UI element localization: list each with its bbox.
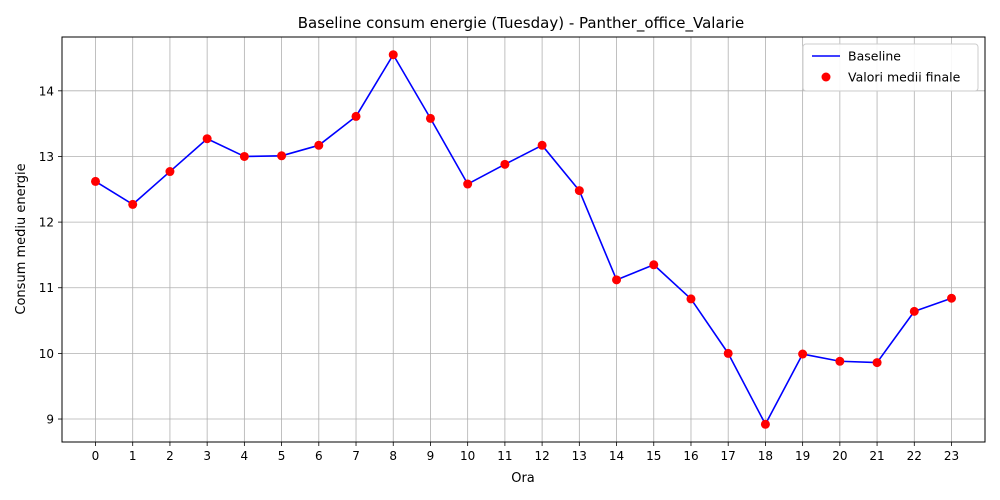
x-tick-label: 0 [92,449,100,463]
x-tick-label: 5 [278,449,286,463]
x-tick-label: 20 [832,449,847,463]
x-tick-label: 10 [460,449,475,463]
scatter-point [500,159,510,169]
scatter-point [425,113,435,123]
legend-box [802,43,979,92]
scatter-point [798,349,808,359]
legend-scatter-swatch [821,72,831,82]
scatter-point [239,151,249,161]
scatter-point [872,358,882,368]
scatter-point [835,356,845,366]
x-tick-label: 18 [758,449,773,463]
scatter-point [351,111,361,121]
x-tick-label: 6 [315,449,323,463]
scatter-point [947,293,957,303]
x-tick-label: 16 [683,449,698,463]
scatter-point [686,294,696,304]
legend-label-baseline: Baseline [848,49,901,64]
chart-title: Baseline consum energie (Tuesday) - Pant… [298,14,744,33]
scatter-point [649,260,659,270]
x-tick-label: 23 [944,449,959,463]
y-tick-label: 9 [46,413,54,427]
plot-frame [61,36,986,443]
scatter-point [165,167,175,177]
scatter-point [202,134,212,144]
series-line-baseline [95,53,952,426]
scatter-point [277,151,287,161]
y-tick-label: 10 [39,347,54,361]
scatter-point [760,419,770,429]
x-tick-label: 22 [907,449,922,463]
x-tick-label: 19 [795,449,810,463]
x-tick-label: 13 [572,449,587,463]
x-tick-label: 7 [352,449,360,463]
x-tick-label: 14 [609,449,624,463]
y-tick-label: 13 [39,150,54,164]
scatter-point [723,348,733,358]
x-tick-label: 4 [241,449,249,463]
x-tick-label: 15 [646,449,661,463]
x-tick-label: 17 [721,449,736,463]
x-tick-label: 1 [129,449,137,463]
x-tick-label: 11 [497,449,512,463]
grid-lines [62,37,985,442]
scatter-point [90,176,100,186]
x-tick-label: 12 [534,449,549,463]
scatter-point [388,50,398,60]
y-axis: 9 10 11 12 13 14 [39,84,62,427]
x-axis-label: Ora [511,471,535,486]
x-axis: 0 1 2 3 4 5 6 7 8 9 10 11 12 13 14 15 16 17 18 19 20 21 22 23 [92,442,959,463]
scatter-point [612,275,622,285]
x-tick-label: 21 [869,449,884,463]
x-tick-label: 2 [166,449,174,463]
legend: Baseline Valori medii finale [802,43,979,92]
scatter-point [537,140,547,150]
y-tick-label: 12 [39,216,54,230]
scatter-point [574,186,584,196]
scatter-point [909,306,919,316]
series-layer [90,50,957,429]
scatter-point [463,179,473,189]
y-tick-label: 14 [39,84,54,98]
x-tick-label: 3 [203,449,211,463]
y-tick-label: 11 [39,281,54,295]
x-tick-label: 9 [427,449,435,463]
x-tick-label: 8 [389,449,397,463]
scatter-point [128,199,138,209]
y-axis-label: Consum mediu energie [14,163,29,314]
legend-label-valori-medii: Valori medii finale [848,70,961,85]
scatter-point [314,140,324,150]
